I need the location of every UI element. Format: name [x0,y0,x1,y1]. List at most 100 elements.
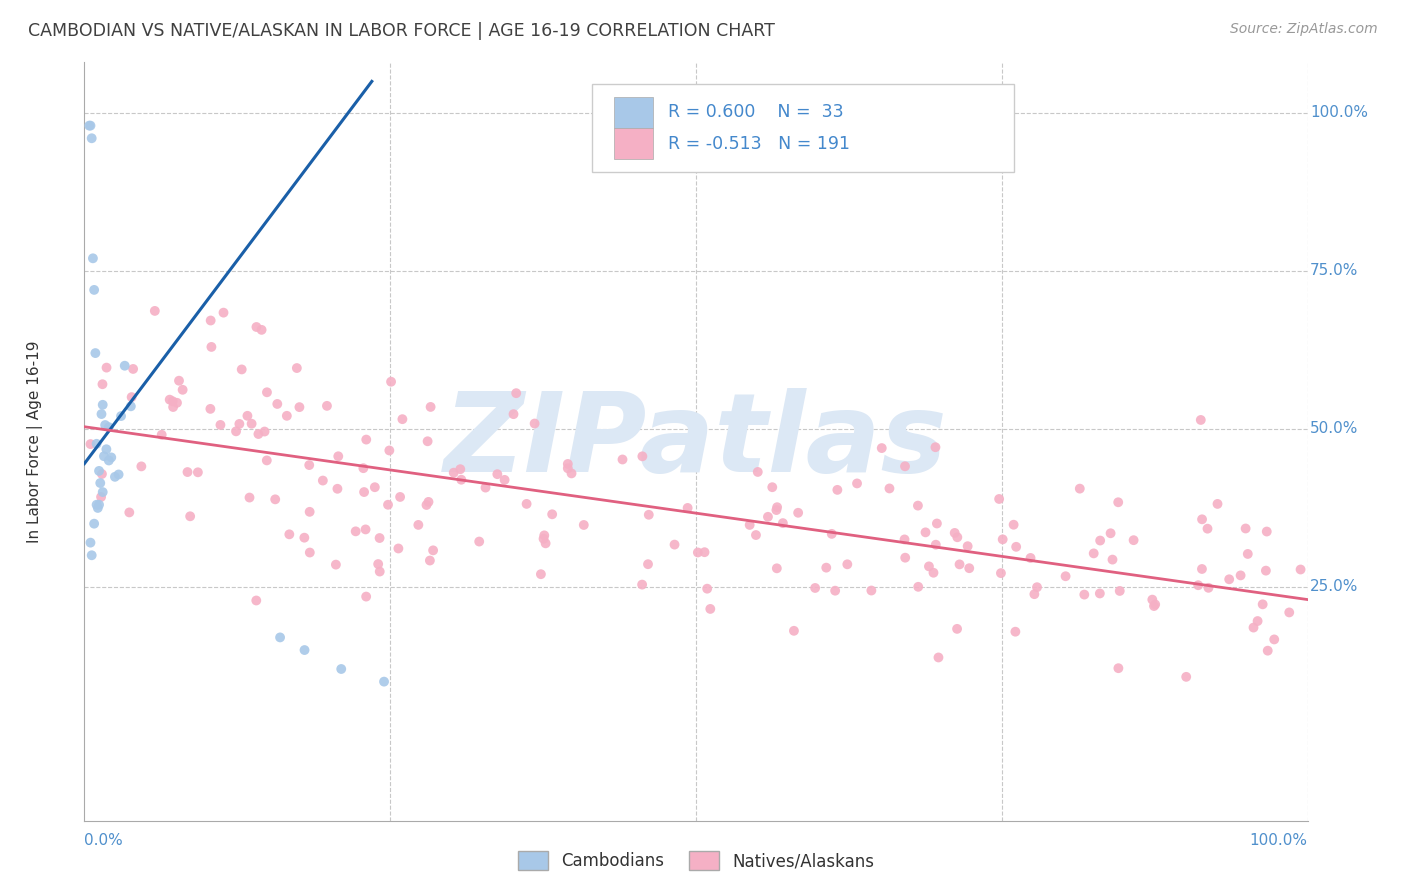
Point [364,480,387,494]
Point [957,561,980,575]
Point [419,553,441,567]
Point [766,500,789,515]
Point [77,119,100,133]
Point [285,361,308,376]
Point [387,541,409,556]
Point [231,362,253,376]
Point [200,401,222,416]
Point [766,561,789,575]
Text: R = -0.513   N = 191: R = -0.513 N = 191 [668,135,849,153]
Point [927,650,949,665]
Point [166,396,188,410]
Text: 50.0%: 50.0% [1310,421,1358,436]
Point [162,394,184,409]
Point [176,465,198,479]
Point [330,662,353,676]
Text: ZIPatlas: ZIPatlas [444,388,948,495]
Point [1122,533,1144,548]
Point [541,508,564,522]
Point [415,498,437,512]
Point [686,545,709,559]
Point [956,539,979,553]
Point [1254,564,1277,578]
Point [245,320,267,334]
Text: In Labor Force | Age 16-19: In Labor Force | Age 16-19 [28,340,44,543]
Point [1144,598,1167,612]
Text: 75.0%: 75.0% [1310,263,1358,278]
Point [468,534,491,549]
Point [1107,495,1129,509]
Point [846,476,869,491]
Point [97,420,120,434]
Point [378,443,401,458]
Point [557,457,579,471]
Point [1187,578,1209,592]
Point [1189,413,1212,427]
Point [943,525,966,540]
Text: Source: ZipAtlas.com: Source: ZipAtlas.com [1230,22,1378,37]
Point [416,434,439,449]
Point [247,427,270,442]
Point [696,582,718,596]
Point [240,417,263,431]
Point [200,340,222,354]
Point [264,492,287,507]
Point [1229,568,1251,582]
Point [815,560,838,574]
Point [918,559,941,574]
Point [122,362,145,376]
Point [745,528,768,542]
Point [389,490,412,504]
Point [637,558,659,572]
Point [1101,552,1123,566]
Point [860,583,883,598]
Point [228,417,250,431]
Point [747,465,769,479]
Point [1002,517,1025,532]
Point [298,458,321,472]
Point [167,374,190,388]
Point [1256,524,1278,539]
Point [325,558,347,572]
Point [316,399,339,413]
Point [693,545,716,559]
Point [946,622,969,636]
Point [236,409,259,423]
Point [179,509,201,524]
Point [572,518,595,533]
Point [326,482,349,496]
Point [79,119,101,133]
Point [354,523,377,537]
Point [505,386,527,401]
Point [114,359,136,373]
Point [1088,586,1111,600]
Point [256,453,278,467]
Point [159,392,181,407]
Point [1197,522,1219,536]
Text: CAMBODIAN VS NATIVE/ALASKAN IN LABOR FORCE | AGE 16-19 CORRELATION CHART: CAMBODIAN VS NATIVE/ALASKAN IN LABOR FOR… [28,22,775,40]
Point [212,305,235,319]
Point [631,450,654,464]
Point [1289,562,1312,576]
Point [96,360,118,375]
Point [1088,533,1111,548]
Point [83,283,105,297]
Point [121,390,143,404]
Point [1175,670,1198,684]
Point [90,490,112,504]
Point [1024,587,1046,601]
Point [557,461,579,475]
Point [354,590,377,604]
Point [824,583,846,598]
Point [1251,597,1274,611]
Point [922,566,945,580]
Point [294,643,316,657]
Point [664,538,686,552]
Point [494,473,516,487]
Point [1019,551,1042,566]
Point [408,517,430,532]
Point [1246,614,1268,628]
Point [91,377,114,392]
FancyBboxPatch shape [614,96,654,128]
Point [925,538,948,552]
